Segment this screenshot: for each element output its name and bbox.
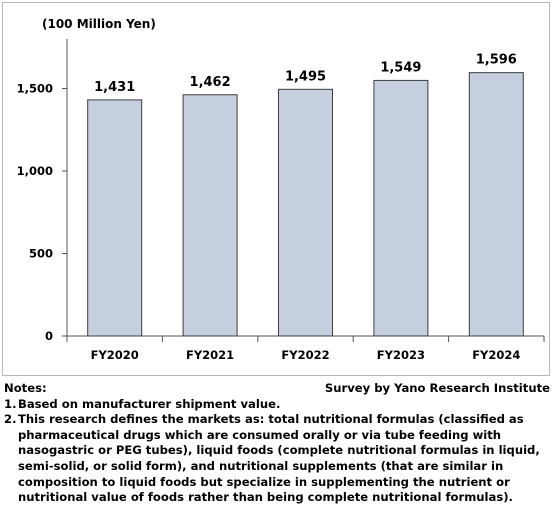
bar-value-label: 1,431 (94, 80, 135, 95)
y-tick-label: 1,000 (17, 164, 53, 178)
notes-heading: Notes: (4, 381, 47, 395)
bar (87, 99, 143, 337)
note-item-1: 1. Based on manufacturer shipment value. (4, 397, 550, 413)
y-tick-label: 1,500 (17, 82, 53, 96)
x-tick-label: FY2021 (186, 348, 234, 362)
note-item-2: 2. This research defines the markets as:… (4, 412, 550, 506)
bar-value-label: 1,462 (190, 75, 231, 90)
note-number: 2. (4, 412, 17, 427)
x-tick-label: FY2023 (377, 348, 425, 362)
bar-value-label: 1,495 (285, 69, 326, 84)
notes-section: Notes: Survey by Yano Research Institute… (4, 381, 550, 506)
bar-value-label: 1,596 (476, 53, 517, 68)
x-tick-label: FY2020 (91, 348, 139, 362)
bar (182, 94, 238, 337)
chart-frame: (100 Million Yen) 0 500 1,000 1,500 FY2020 F… (2, 2, 550, 376)
x-tick-label: FY2024 (472, 348, 520, 362)
bar (468, 72, 524, 337)
note-text: Based on manufacturer shipment value. (18, 396, 281, 411)
y-tick-label: 500 (29, 247, 53, 261)
source-credit: Survey by Yano Research Institute (324, 381, 550, 395)
note-text: This research defines the markets as: to… (18, 412, 540, 505)
unit-label: (100 Million Yen) (42, 17, 156, 31)
bar-value-label: 1,549 (380, 60, 421, 75)
bar (373, 79, 429, 337)
bar-chart: (100 Million Yen) 0 500 1,000 1,500 FY2020 F… (17, 17, 545, 362)
x-tick-label: FY2022 (281, 348, 329, 362)
note-number: 1. (4, 396, 17, 411)
bar (278, 88, 333, 337)
y-tick-label: 0 (45, 329, 53, 343)
